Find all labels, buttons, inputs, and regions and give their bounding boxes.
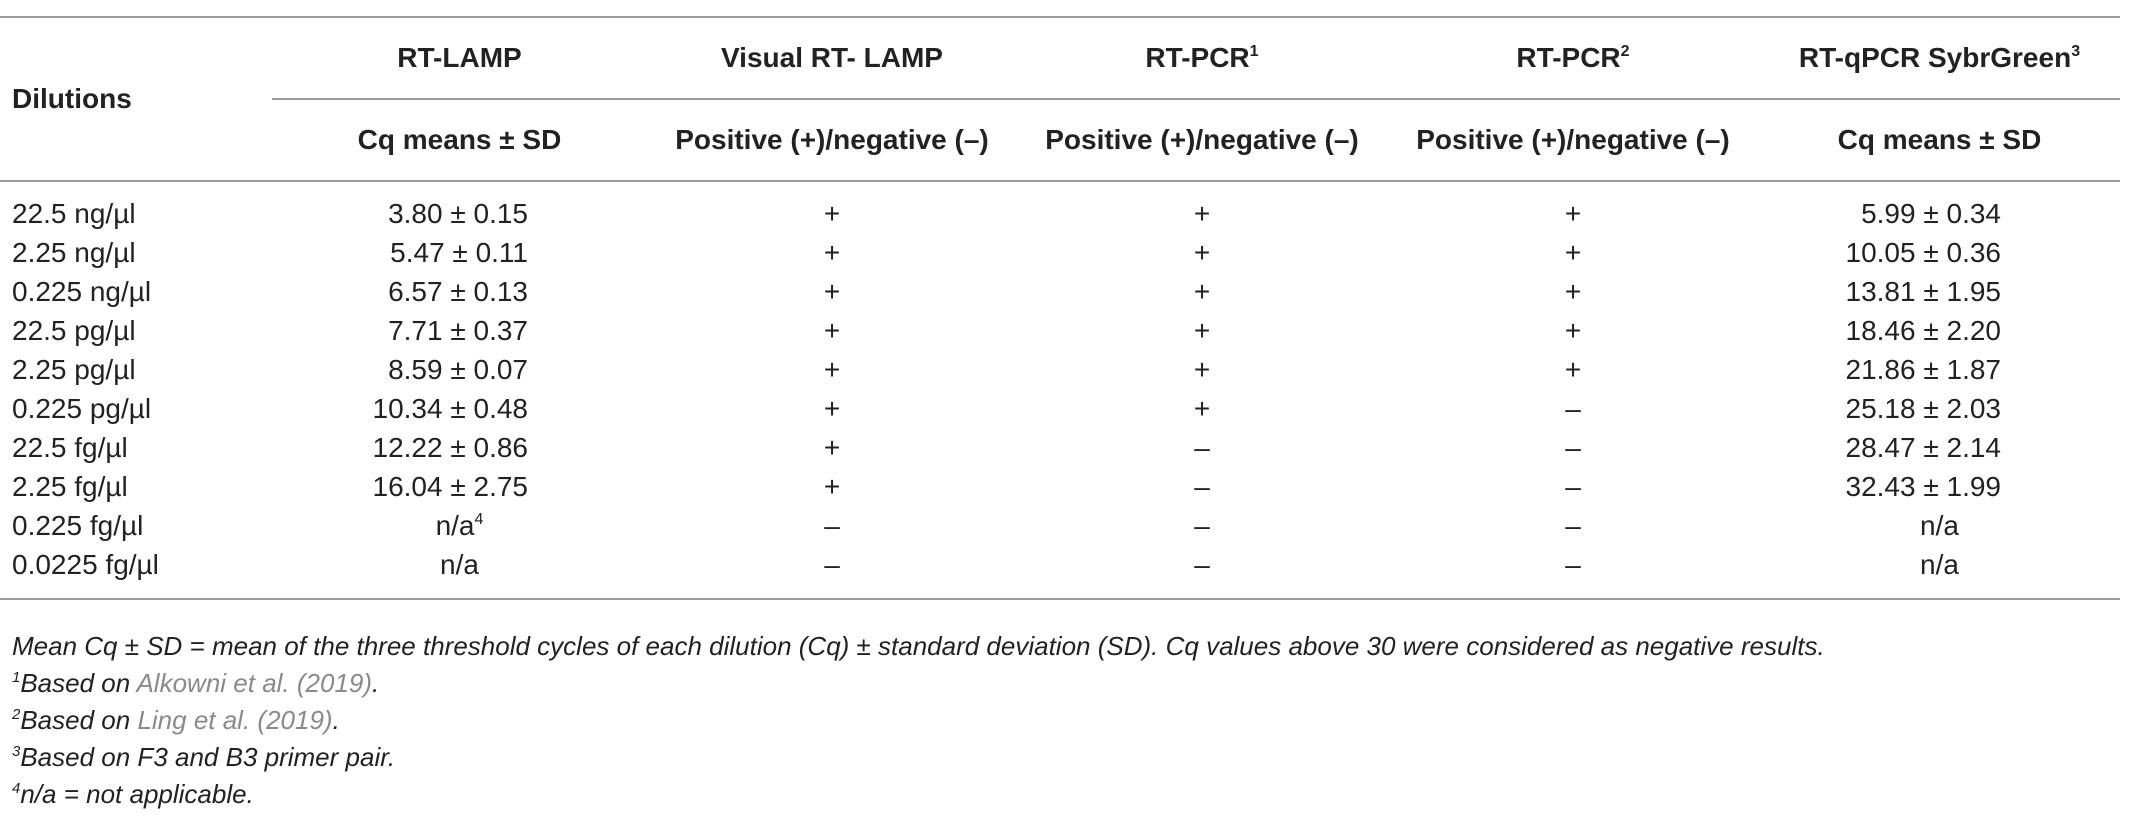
cell-rt-qpcr: 25.18 ± 2.03 bbox=[1845, 392, 2002, 424]
cell-dilution: 22.5 pg/µl bbox=[12, 314, 136, 346]
subheader-rt-pcr-2: Positive (+)/negative (–) bbox=[1416, 124, 1730, 155]
cell-visual-rt-lamp: + bbox=[823, 431, 841, 463]
table-row: 2.25 fg/µl 16.04 ± 2.75 + – – 32.43 ± 1.99 bbox=[0, 467, 2120, 506]
cell-rt-qpcr: 21.86 ± 1.87 bbox=[1845, 353, 2002, 385]
cell-visual-rt-lamp: + bbox=[823, 392, 841, 424]
cell-visual-rt-lamp: + bbox=[823, 353, 841, 385]
cell-rt-qpcr: 13.81 ± 1.95 bbox=[1845, 275, 2002, 307]
header-rt-lamp: RT-LAMP bbox=[272, 17, 647, 100]
cell-dilution: 22.5 ng/µl bbox=[12, 197, 136, 229]
footnote-2: 2Based on Ling et al. (2019). bbox=[12, 705, 340, 735]
cell-rt-pcr-1: – bbox=[1194, 548, 1210, 580]
cell-rt-qpcr: 28.47 ± 2.14 bbox=[1845, 431, 2002, 463]
cell-rt-lamp: 3.80 ± 0.15 bbox=[388, 197, 528, 229]
cell-visual-rt-lamp: + bbox=[823, 197, 841, 229]
cell-rt-lamp: 12.22 ± 0.86 bbox=[372, 431, 529, 463]
cell-rt-pcr-2: – bbox=[1565, 548, 1581, 580]
table-body: 22.5 ng/µl 3.80 ± 0.15 + + +5.99 ± 0.34 2.25 … bbox=[0, 181, 2120, 599]
header-rt-qpcr: RT-qPCR SybrGreen3 bbox=[1759, 17, 2120, 100]
cell-rt-pcr-2: – bbox=[1565, 509, 1581, 541]
table-row: 0.225 fg/µl n/a4 – – – n/a bbox=[0, 506, 2120, 545]
cell-rt-lamp: n/a4 bbox=[435, 509, 484, 541]
cell-rt-pcr-1: + bbox=[1193, 353, 1211, 385]
cell-rt-qpcr: 18.46 ± 2.20 bbox=[1845, 314, 2002, 346]
header-rt-pcr-2: RT-PCR2 bbox=[1387, 17, 1759, 100]
footnote-3: 3Based on F3 and B3 primer pair. bbox=[12, 742, 396, 772]
cell-rt-pcr-2: – bbox=[1565, 470, 1581, 502]
cell-dilution: 0.225 ng/µl bbox=[12, 275, 152, 307]
cell-rt-qpcr: 10.05 ± 0.36 bbox=[1845, 236, 2002, 268]
table-row: 22.5 pg/µl 7.71 ± 0.37 + + +18.46 ± 2.20 bbox=[0, 311, 2120, 350]
table-row: 0.225 ng/µl 6.57 ± 0.13 + + +13.81 ± 1.95 bbox=[0, 272, 2120, 311]
cell-rt-lamp: 5.47 ± 0.11 bbox=[390, 236, 528, 268]
cell-rt-pcr-1: – bbox=[1194, 509, 1210, 541]
cell-dilution: 0.225 fg/µl bbox=[12, 509, 144, 541]
cell-visual-rt-lamp: + bbox=[823, 470, 841, 502]
cell-rt-qpcr: n/a bbox=[1920, 509, 1959, 541]
citation-link-alkowni[interactable]: Alkowni et al. (2019) bbox=[136, 668, 373, 698]
cell-rt-pcr-2: + bbox=[1564, 275, 1582, 307]
table-row: 2.25 ng/µl 5.47 ± 0.11 + + +10.05 ± 0.36 bbox=[0, 233, 2120, 272]
cell-rt-qpcr: 32.43 ± 1.99 bbox=[1845, 470, 2002, 502]
cell-rt-qpcr: n/a bbox=[1920, 548, 1959, 580]
cell-dilution: 0.225 pg/µl bbox=[12, 392, 152, 424]
cell-visual-rt-lamp: + bbox=[823, 314, 841, 346]
header-visual-rt-lamp: Visual RT- LAMP bbox=[647, 17, 1017, 100]
cell-rt-lamp: 10.34 ± 0.48 bbox=[372, 392, 529, 424]
subheader-rt-qpcr: Cq means ± SD bbox=[1837, 124, 2042, 155]
cell-rt-pcr-2: + bbox=[1564, 353, 1582, 385]
table-row: 0.225 pg/µl 10.34 ± 0.48 + + – 25.18 ± 2.03 bbox=[0, 389, 2120, 428]
header-rt-pcr-1: RT-PCR1 bbox=[1017, 17, 1387, 100]
table-header: Dilutions RT-LAMP Visual RT- LAMP RT-PCR… bbox=[0, 17, 2120, 181]
table-row: 22.5 ng/µl 3.80 ± 0.15 + + +5.99 ± 0.34 bbox=[0, 181, 2120, 233]
table-footnotes: Mean Cq ± SD = mean of the three thresho… bbox=[12, 628, 1825, 813]
cell-dilution: 2.25 ng/µl bbox=[12, 236, 136, 268]
cell-rt-lamp: 6.57 ± 0.13 bbox=[388, 275, 528, 307]
cell-visual-rt-lamp: – bbox=[824, 509, 840, 541]
cell-rt-pcr-2: + bbox=[1564, 197, 1582, 229]
table-row: 0.0225 fg/µl n/a – – – n/a bbox=[0, 545, 2120, 599]
subheader-rt-lamp: Cq means ± SD bbox=[357, 124, 562, 155]
cell-dilution: 0.0225 fg/µl bbox=[12, 548, 159, 580]
cell-rt-pcr-1: + bbox=[1193, 314, 1211, 346]
cell-rt-lamp: n/a bbox=[440, 548, 479, 580]
cell-dilution: 22.5 fg/µl bbox=[12, 431, 128, 463]
cell-dilution: 2.25 pg/µl bbox=[12, 353, 136, 385]
cell-dilution: 2.25 fg/µl bbox=[12, 470, 128, 502]
table-row: 2.25 pg/µl 8.59 ± 0.07 + + +21.86 ± 1.87 bbox=[0, 350, 2120, 389]
cell-visual-rt-lamp: – bbox=[824, 548, 840, 580]
cell-rt-pcr-1: – bbox=[1194, 470, 1210, 502]
results-table: Dilutions RT-LAMP Visual RT- LAMP RT-PCR… bbox=[0, 16, 2120, 600]
cell-visual-rt-lamp: + bbox=[823, 275, 841, 307]
cell-visual-rt-lamp: + bbox=[823, 236, 841, 268]
cell-rt-pcr-2: + bbox=[1564, 314, 1582, 346]
cell-rt-lamp: 7.71 ± 0.37 bbox=[388, 314, 528, 346]
cell-rt-pcr-1: + bbox=[1193, 392, 1211, 424]
subheader-rt-pcr-1: Positive (+)/negative (–) bbox=[1045, 124, 1359, 155]
subheader-visual-rt-lamp: Positive (+)/negative (–) bbox=[675, 124, 989, 155]
footnote-main: Mean Cq ± SD = mean of the three thresho… bbox=[12, 631, 1825, 661]
cell-rt-pcr-1: – bbox=[1194, 431, 1210, 463]
cell-rt-pcr-1: + bbox=[1193, 236, 1211, 268]
table-row: 22.5 fg/µl 12.22 ± 0.86 + – – 28.47 ± 2.14 bbox=[0, 428, 2120, 467]
cell-rt-pcr-2: – bbox=[1565, 431, 1581, 463]
cell-rt-pcr-2: + bbox=[1564, 236, 1582, 268]
footnote-1: 1Based on Alkowni et al. (2019). bbox=[12, 668, 380, 698]
cell-rt-lamp: 8.59 ± 0.07 bbox=[388, 353, 528, 385]
cell-rt-qpcr: 5.99 ± 0.34 bbox=[1861, 197, 2001, 229]
cell-rt-pcr-1: + bbox=[1193, 197, 1211, 229]
cell-rt-pcr-2: – bbox=[1565, 392, 1581, 424]
cell-rt-pcr-1: + bbox=[1193, 275, 1211, 307]
footnote-4: 4n/a = not applicable. bbox=[12, 779, 254, 809]
header-dilutions: Dilutions bbox=[12, 83, 132, 114]
cell-rt-lamp: 16.04 ± 2.75 bbox=[372, 470, 529, 502]
citation-link-ling[interactable]: Ling et al. (2019) bbox=[137, 705, 333, 735]
